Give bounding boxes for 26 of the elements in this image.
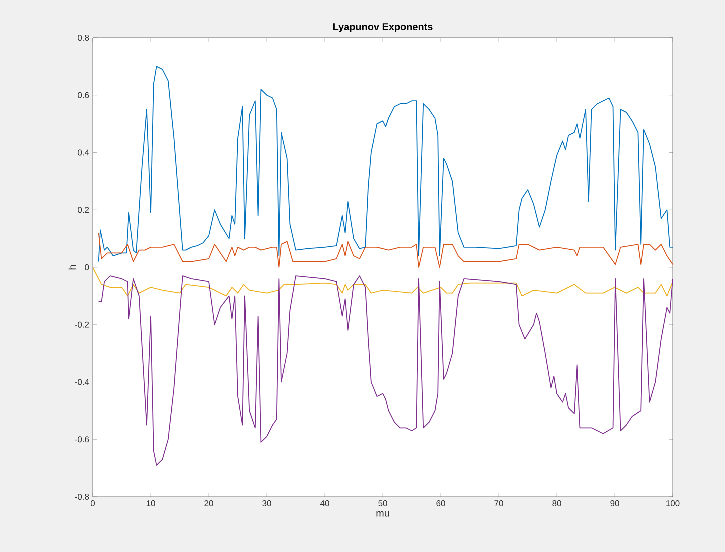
y-tick-label: 0.2 xyxy=(78,207,90,214)
y-tick-label: 0.8 xyxy=(78,35,90,41)
x-tick-label: 20 xyxy=(204,500,214,507)
y-tick-label: -0.4 xyxy=(75,379,90,386)
x-tick-label: 80 xyxy=(552,500,562,507)
line-series xyxy=(93,267,674,297)
x-tick-label: 40 xyxy=(320,500,330,507)
x-tick-label: 10 xyxy=(146,500,156,507)
y-tick-label: 0.6 xyxy=(78,92,90,98)
y-axis-title: h xyxy=(68,265,76,270)
x-tick-label: 70 xyxy=(494,500,504,507)
line-series xyxy=(98,276,674,466)
x-axis-title: mu xyxy=(376,511,390,517)
y-tick-label: -0.2 xyxy=(75,322,90,328)
x-tick-label: 60 xyxy=(436,500,446,507)
x-tick-label: 50 xyxy=(378,500,388,507)
line-series xyxy=(98,66,674,262)
y-tick-label: -0.6 xyxy=(75,436,90,443)
y-tick-label: -0.8 xyxy=(75,494,90,500)
x-tick-label: 100 xyxy=(666,500,680,507)
y-tick-label: 0 xyxy=(85,264,90,270)
x-tick-label: 0 xyxy=(90,500,96,507)
y-tick-label: 0.4 xyxy=(78,150,90,156)
x-tick-label: 30 xyxy=(262,500,272,507)
chart-title: Lyapunov Exponents xyxy=(333,24,433,32)
x-tick-label: 90 xyxy=(610,500,620,507)
